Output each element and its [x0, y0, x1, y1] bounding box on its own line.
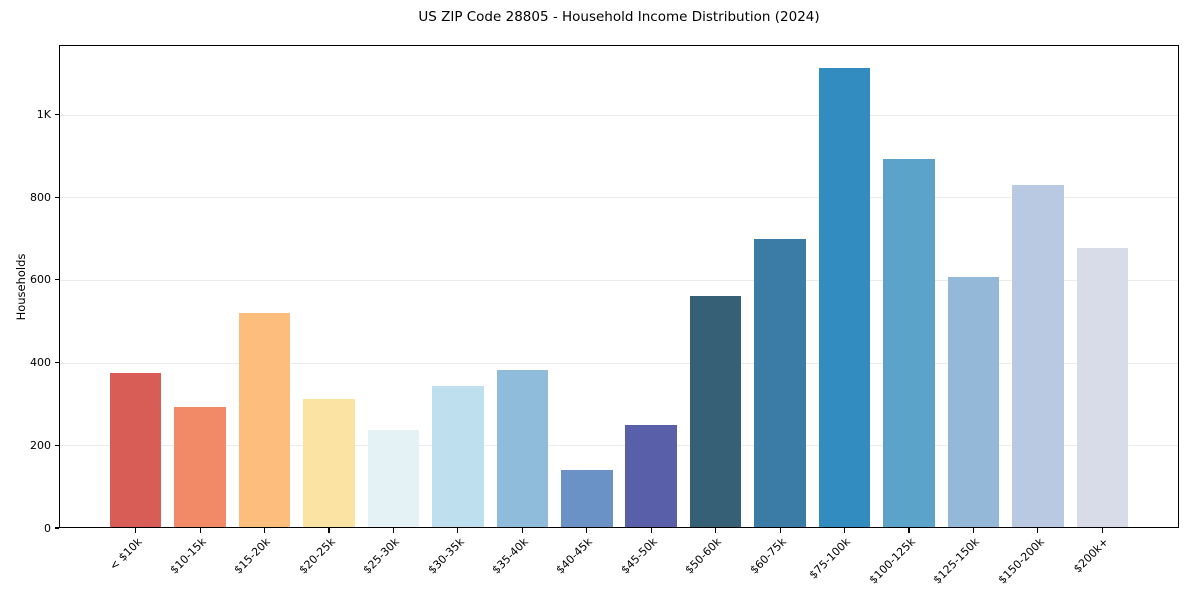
bar-$100-125k [883, 158, 935, 528]
bar-< $10k [109, 372, 162, 528]
x-tick-mark [328, 528, 330, 533]
gridline [59, 362, 1179, 364]
x-tick-mark [650, 528, 652, 533]
bar-$60-75k [754, 238, 806, 528]
y-tick-mark [54, 279, 59, 281]
gridline [59, 445, 1179, 447]
y-tick-label: 200 [30, 438, 51, 452]
plot-area [59, 45, 1179, 528]
x-tick-mark [586, 528, 588, 533]
gridline [59, 279, 1179, 281]
x-tick-mark [392, 528, 395, 533]
x-tick-mark [457, 528, 459, 533]
bar-$50-60k [689, 296, 742, 528]
x-tick-mark [779, 528, 781, 533]
bar-$45-50k [625, 425, 677, 528]
gridline [59, 114, 1179, 116]
x-tick-mark [135, 528, 137, 533]
y-tick-mark [54, 113, 59, 116]
y-tick-label: 1K [36, 108, 51, 121]
bar-$20-25k [303, 398, 355, 528]
x-tick-mark [264, 528, 266, 533]
x-tick-mark [908, 528, 910, 533]
bar-$150-200k [1012, 184, 1064, 528]
bar-$200k+ [1076, 248, 1129, 528]
x-tick-mark [843, 528, 846, 533]
bar-$15-20k [238, 312, 291, 528]
y-tick-mark [54, 196, 59, 198]
x-tick-mark [1037, 528, 1039, 533]
chart-title: US ZIP Code 28805 - Household Income Dis… [418, 9, 820, 25]
x-tick-mark [199, 528, 201, 533]
x-tick-mark [972, 528, 974, 533]
bar-$40-45k [561, 470, 613, 528]
x-tick-mark [521, 528, 523, 533]
bar-$75-100k [818, 68, 871, 528]
y-tick-mark [54, 362, 59, 364]
y-tick-label: 600 [30, 273, 51, 287]
gridline [59, 197, 1179, 199]
y-tick-label: 800 [30, 190, 51, 204]
y-tick-mark [54, 527, 59, 529]
y-tick-mark [54, 444, 59, 446]
plot-background [59, 45, 1179, 528]
bar-$35-40k [496, 370, 549, 528]
bar-$25-30k [367, 430, 420, 528]
y-tick-label: 0 [44, 521, 51, 535]
x-tick-mark [1101, 528, 1103, 533]
bar-$30-35k [432, 386, 484, 528]
bar-$10-15k [174, 407, 226, 528]
y-tick-label: 400 [30, 356, 51, 370]
x-tick-mark [715, 528, 717, 533]
y-axis-label: Households [14, 253, 28, 321]
bar-$125-150k [947, 276, 1000, 528]
